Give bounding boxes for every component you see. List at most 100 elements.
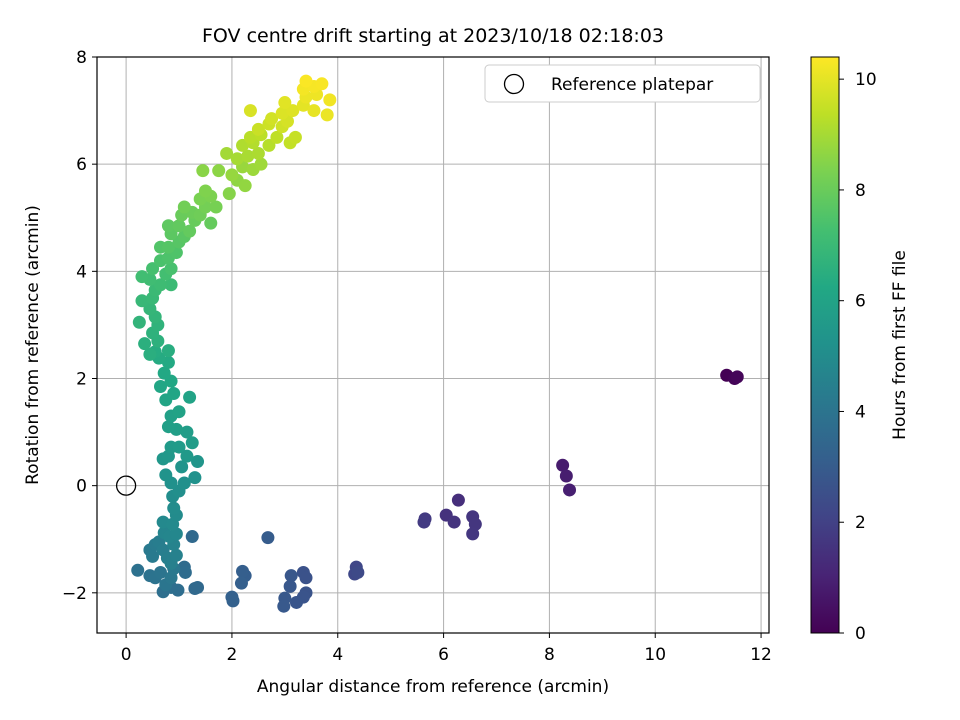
data-point [278, 96, 292, 110]
colorbar-tick-label: 4 [855, 402, 866, 422]
data-point [185, 436, 199, 450]
data-point [466, 527, 480, 541]
data-point [132, 315, 146, 329]
data-point [131, 563, 145, 577]
data-point [234, 576, 248, 590]
data-point [222, 187, 236, 201]
data-point [283, 579, 297, 593]
data-point [153, 565, 167, 579]
data-point [289, 595, 303, 609]
data-point [238, 179, 252, 193]
data-point [177, 200, 191, 214]
reference-marker-group [115, 475, 137, 496]
data-point [172, 405, 186, 419]
data-point [559, 469, 573, 483]
data-point [262, 138, 276, 152]
data-point [172, 219, 186, 233]
data-point [226, 594, 240, 608]
y-tick-label: −2 [62, 584, 87, 604]
data-point [220, 146, 234, 160]
data-point [275, 106, 289, 120]
data-point [299, 74, 313, 88]
colorbar: 0 2 4 6 8 10 Hours from first FF file [810, 56, 910, 644]
x-tick-label: 2 [227, 645, 238, 665]
data-point [153, 380, 167, 394]
chart-title: FOV centre drift starting at 2023/10/18 … [202, 25, 664, 47]
data-point [159, 468, 173, 482]
reference-marker [115, 475, 137, 496]
x-tick-label: 6 [438, 645, 449, 665]
y-axis-ticks: −2 0 2 4 6 8 [62, 48, 97, 604]
data-point [225, 168, 239, 182]
data-point [188, 582, 202, 596]
data-point [167, 386, 181, 400]
legend-label: Reference platepar [551, 75, 713, 95]
data-point [164, 278, 178, 292]
data-point [204, 216, 218, 230]
data-point [146, 262, 160, 276]
data-point [169, 548, 183, 562]
data-point [236, 564, 250, 578]
colorbar-tick-label: 10 [855, 70, 877, 90]
y-tick-label: 0 [76, 477, 87, 497]
data-point [563, 483, 577, 497]
data-point [153, 278, 167, 292]
data-point [447, 515, 461, 529]
data-point [277, 599, 291, 613]
data-point [161, 420, 175, 434]
data-point [323, 93, 337, 107]
data-point [183, 390, 197, 404]
colorbar-tick-label: 2 [855, 513, 866, 533]
data-point [196, 164, 210, 178]
data-point [161, 344, 175, 358]
data-point [191, 455, 205, 469]
data-point [183, 224, 197, 238]
x-axis-ticks: 0 2 4 6 8 10 12 [121, 633, 772, 665]
data-point [251, 122, 265, 136]
data-point [236, 138, 250, 152]
data-point [178, 565, 192, 579]
data-point [212, 164, 226, 178]
data-point [135, 294, 149, 308]
colorbar-tick-label: 6 [855, 292, 866, 312]
legend-box [484, 64, 761, 103]
data-point [164, 262, 178, 276]
data-point [138, 337, 152, 351]
data-point [230, 152, 244, 166]
data-point [167, 501, 181, 515]
x-tick-label: 12 [750, 645, 772, 665]
plot-frame [96, 56, 770, 634]
legend-marker-icon [503, 73, 525, 95]
data-point [451, 493, 465, 507]
data-point [417, 515, 431, 529]
data-point [270, 130, 284, 144]
y-tick-label: 8 [76, 48, 87, 68]
data-point [265, 112, 279, 126]
x-tick-label: 0 [121, 645, 132, 665]
colorbar-tick-label: 0 [855, 624, 866, 644]
data-point [288, 130, 302, 144]
colorbar-tick-label: 8 [855, 181, 866, 201]
data-point [172, 440, 186, 454]
data-point [320, 108, 334, 122]
data-point [177, 476, 191, 490]
data-point [175, 460, 189, 474]
x-tick-label: 8 [544, 645, 555, 665]
colorbar-ticks: 0 2 4 6 8 10 [839, 70, 877, 644]
data-point [146, 549, 160, 563]
legend: Reference platepar [484, 64, 761, 103]
data-point [286, 104, 300, 118]
data-point [209, 200, 223, 214]
x-tick-label: 4 [332, 645, 343, 665]
data-point [185, 530, 199, 544]
data-point [188, 471, 202, 485]
data-point [307, 104, 321, 118]
data-point [556, 458, 570, 472]
data-point [315, 77, 329, 91]
data-point [135, 270, 149, 284]
colorbar-label: Hours from first FF file [890, 250, 910, 440]
data-point [284, 569, 298, 583]
data-point [261, 531, 275, 545]
data-point [730, 370, 744, 384]
data-points [131, 74, 744, 613]
